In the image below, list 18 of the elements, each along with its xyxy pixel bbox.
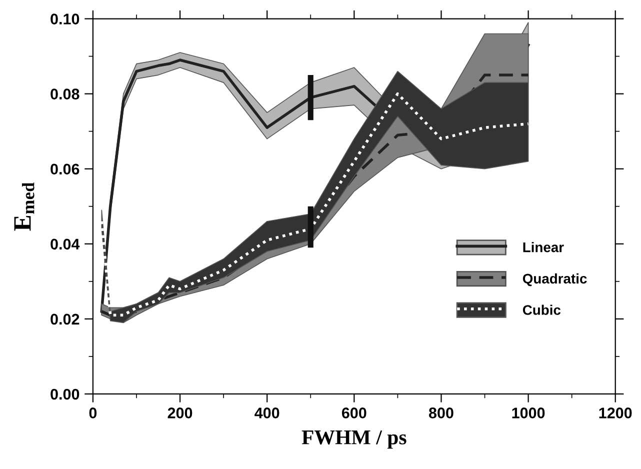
legend-label: Cubic bbox=[522, 304, 561, 315]
x-tick-label: 200 bbox=[168, 408, 192, 418]
x-tick-label: 400 bbox=[254, 408, 280, 418]
y-tick-label: 0.04 bbox=[50, 238, 80, 250]
x-axis-title: FWHM / ps bbox=[302, 430, 406, 449]
legend-label: Quadratic bbox=[522, 273, 587, 286]
y-tick-label: 0.06 bbox=[50, 164, 80, 175]
x-tick-label: 600 bbox=[342, 408, 366, 418]
y-tick-label: 0.08 bbox=[50, 88, 80, 100]
x-tick-label: 800 bbox=[428, 408, 454, 418]
y-tick-label: 0.10 bbox=[50, 14, 80, 24]
y-tick-label: 0.02 bbox=[50, 314, 80, 325]
x-tick-label: 1000 bbox=[512, 408, 545, 418]
x-tick-label: 1200 bbox=[599, 408, 632, 418]
y-axis-title: E$_{med}$ bbox=[14, 182, 34, 231]
y-tick-label: 0.00 bbox=[50, 388, 80, 400]
x-tick-label: 0 bbox=[89, 408, 97, 418]
legend-label: Linear bbox=[523, 242, 564, 252]
